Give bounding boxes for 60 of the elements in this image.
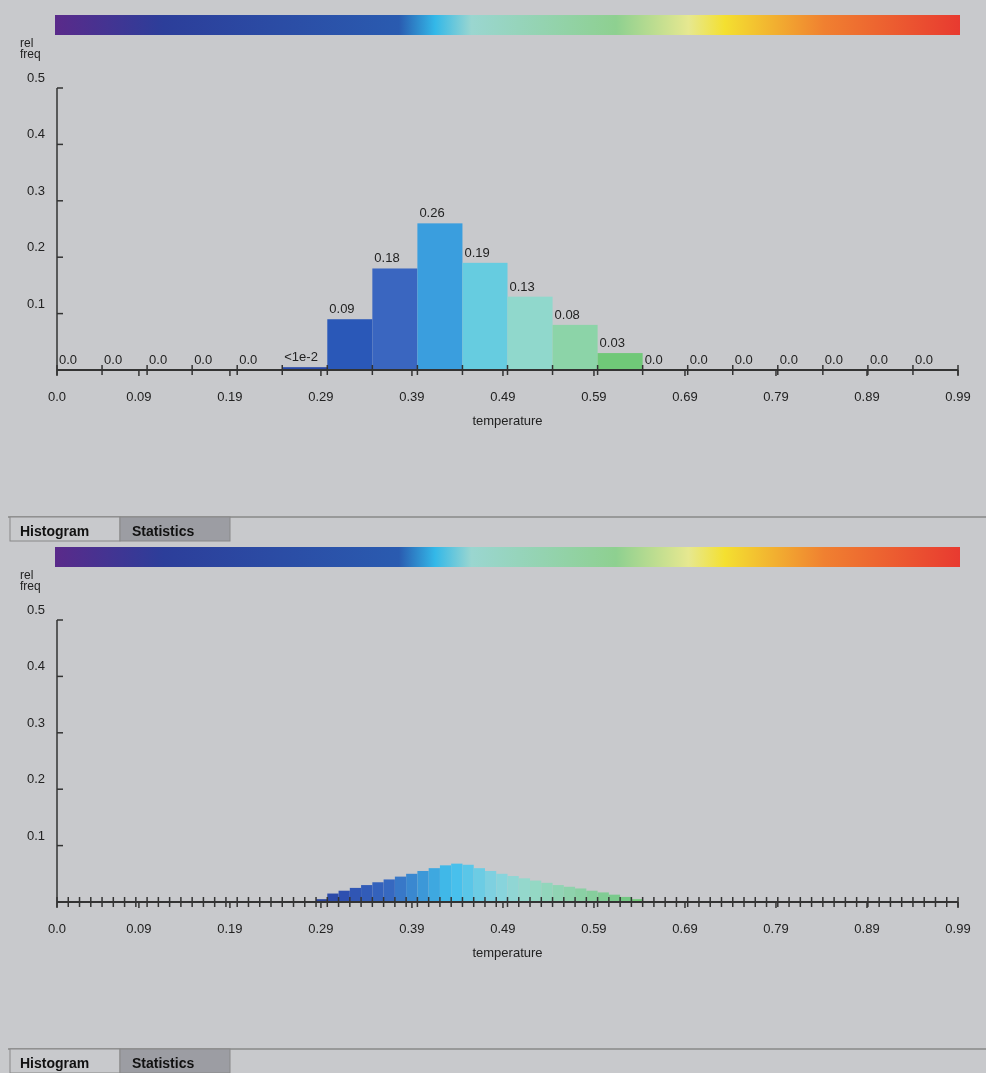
x-tick-label: 0.59 [581,921,607,936]
x-axis-title: temperature [472,413,543,428]
text: Histogram [20,1055,90,1071]
data-label: 0.0 [239,352,258,367]
data-label: 0.0 [644,352,663,367]
x-tick-label: 0.59 [581,389,607,404]
y-tick-label: 0.1 [27,295,46,311]
x-tick-label: 0.79 [763,389,789,404]
x-tick-label: 0.39 [399,921,425,936]
data-label: 0.18 [374,250,400,266]
x-tick-label: 0.49 [490,921,516,936]
x-tick-label: 0.09 [126,389,152,404]
data-label: 0.08 [554,306,580,322]
x-tick-label: 0.39 [399,389,425,404]
y-axis-title: rel freq [20,568,41,593]
text: Statistics [132,1055,195,1071]
data-label: 0.0 [104,352,123,367]
x-tick-label: 0.49 [490,389,516,404]
data-label: 0.26 [419,205,445,221]
y-axis-title: rel freq [20,36,41,61]
x-tick-label: 0.99 [945,921,971,936]
data-label: 0.0 [149,352,168,367]
x-axis-title: temperature [472,945,543,960]
y-tick-label: 0.3 [27,714,46,730]
x-tick-label: 0.89 [854,921,880,936]
y-tick-label: 0.5 [27,602,46,617]
data-label: 0.0 [869,352,888,367]
y-tick-label: 0.2 [27,771,46,787]
x-tick-label: 0.69 [672,389,698,404]
x-tick-label: 0.19 [217,389,243,404]
data-label: 0.19 [464,244,490,260]
x-tick-label: 0.0 [47,921,67,936]
x-tick-label: 0.0 [47,389,67,404]
data-label: 0.0 [914,352,934,367]
y-tick-label: 0.4 [27,658,46,674]
x-tick-label: 0.19 [217,921,243,936]
data-label: 0.0 [194,352,213,367]
data-label: 0.0 [59,352,78,367]
y-tick-label: 0.4 [27,126,46,142]
data-label: 0.13 [509,278,535,294]
text: Statistics [132,523,195,539]
x-tick-label: 0.29 [308,389,334,404]
x-tick-label: 0.89 [854,389,880,404]
data-label: 0.09 [329,301,355,317]
y-tick-label: 0.5 [27,70,46,85]
data-label: 0.0 [734,352,753,367]
y-tick-label: 0.2 [27,239,46,255]
data-label: 0.03 [599,335,625,351]
x-tick-label: 0.69 [672,921,698,936]
x-tick-label: 0.29 [308,921,334,936]
data-label: 0.0 [689,352,708,367]
y-tick-label: 0.1 [27,827,46,843]
data-label: 0.0 [824,352,843,367]
y-tick-label: 0.3 [27,182,46,198]
data-label: 0.0 [779,352,798,367]
x-tick-label: 0.79 [763,921,789,936]
x-tick-label: 0.99 [945,389,971,404]
x-tick-label: 0.09 [126,921,152,936]
text: Histogram [20,523,90,539]
data-label: <1e-2 [284,349,318,365]
